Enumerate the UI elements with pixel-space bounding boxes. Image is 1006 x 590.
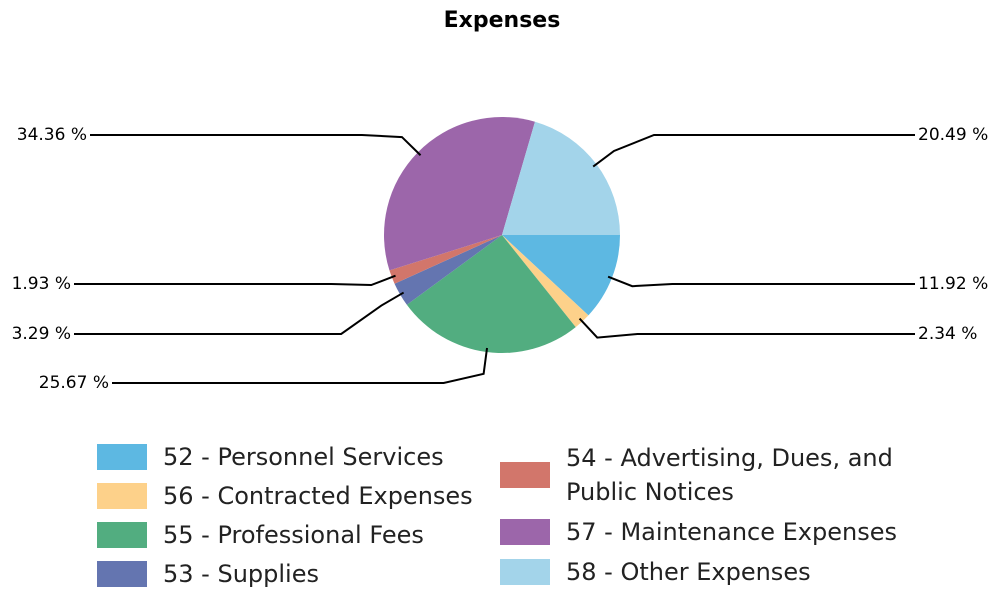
chart-title: Expenses <box>444 8 561 33</box>
legend-label: 58 - Other Expenses <box>566 558 811 586</box>
pie-slice <box>389 235 502 284</box>
pie-slice <box>502 121 620 235</box>
data-label: 3.29 % <box>12 324 71 344</box>
data-label: 2.34 % <box>918 324 977 344</box>
leader-line <box>112 347 489 384</box>
legend-label: 56 - Contracted Expenses <box>163 482 473 510</box>
legend-item: 53 - Supplies <box>97 557 477 590</box>
legend-label: 52 - Personnel Services <box>163 443 444 471</box>
data-label: 20.49 % <box>918 125 988 145</box>
legend-swatch <box>97 561 147 587</box>
legend-item: 55 - Professional Fees <box>97 518 477 552</box>
leader-line <box>90 134 422 156</box>
leader-line <box>74 274 396 287</box>
legend-item: 52 - Personnel Services <box>97 440 477 474</box>
data-label: 1.93 % <box>12 274 71 294</box>
legend-item: 54 - Advertising, Dues, and Public Notic… <box>500 441 900 509</box>
pie-slice <box>502 235 620 316</box>
legend-swatch <box>97 444 147 470</box>
legend-label: 55 - Professional Fees <box>163 521 424 549</box>
pie-slice <box>406 235 576 353</box>
legend-swatch <box>500 462 550 488</box>
leader-line <box>74 291 405 335</box>
legend-item: 58 - Other Expenses <box>500 555 900 589</box>
legend-swatch <box>500 559 550 585</box>
data-label: 11.92 % <box>918 274 988 294</box>
pie-slice <box>502 235 589 328</box>
legend-label: 53 - Supplies <box>163 560 319 588</box>
data-label: 25.67 % <box>39 373 109 393</box>
pie-slice <box>394 235 502 305</box>
leader-line <box>578 317 915 339</box>
legend-item: 56 - Contracted Expenses <box>97 479 477 513</box>
leader-line <box>592 134 915 168</box>
legend-swatch <box>97 522 147 548</box>
data-label: 34.36 % <box>17 125 87 145</box>
legend-swatch <box>97 483 147 509</box>
legend-swatch <box>500 519 550 545</box>
legend-item: 57 - Maintenance Expenses <box>500 515 900 549</box>
pie-slice <box>383 117 535 271</box>
legend-label: 57 - Maintenance Expenses <box>566 518 897 546</box>
leader-line <box>607 275 915 288</box>
legend-label: 54 - Advertising, Dues, and Public Notic… <box>566 444 893 506</box>
